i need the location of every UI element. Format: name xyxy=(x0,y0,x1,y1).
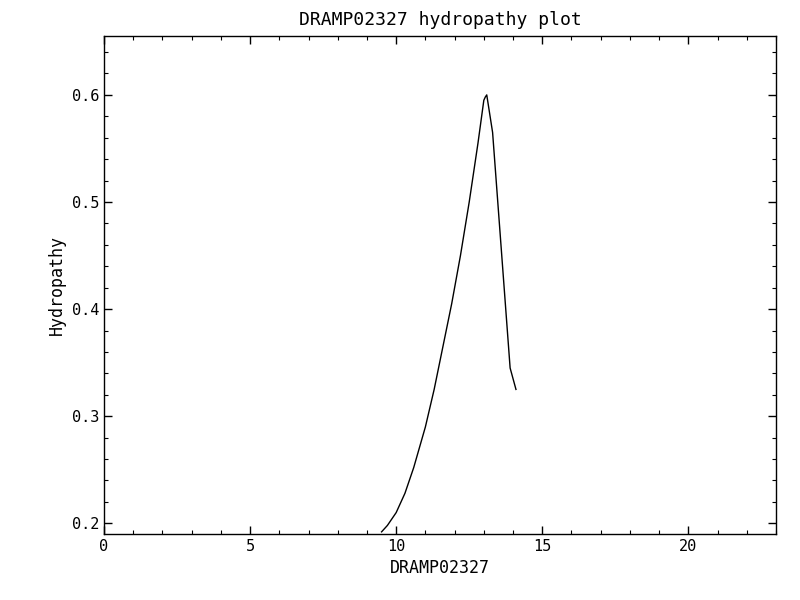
X-axis label: DRAMP02327: DRAMP02327 xyxy=(390,559,490,577)
Title: DRAMP02327 hydropathy plot: DRAMP02327 hydropathy plot xyxy=(298,11,582,29)
Y-axis label: Hydropathy: Hydropathy xyxy=(48,235,66,335)
